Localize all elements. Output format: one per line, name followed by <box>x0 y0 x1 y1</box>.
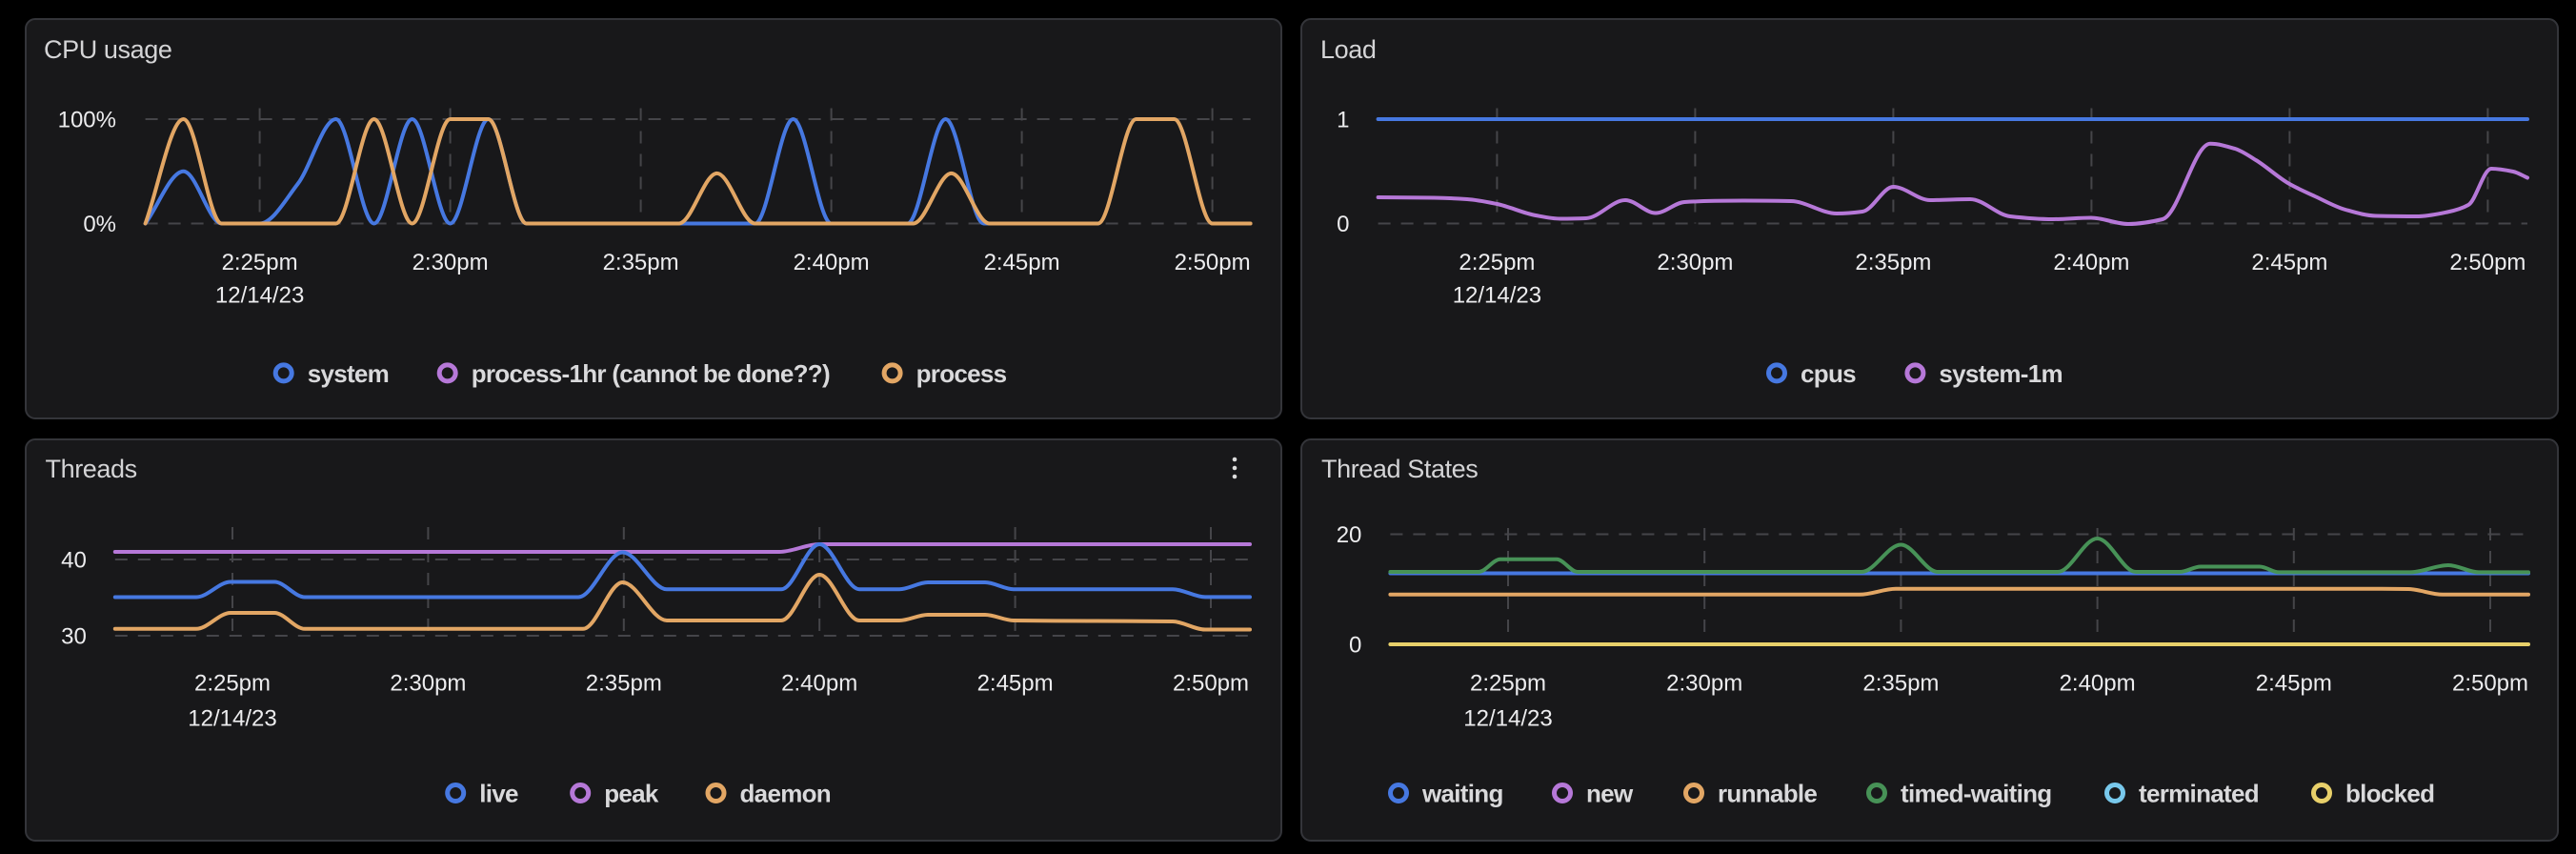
svg-text:100%: 100% <box>58 108 116 133</box>
svg-text:2:45pm: 2:45pm <box>2256 671 2332 697</box>
svg-text:2:25pm: 2:25pm <box>222 250 298 275</box>
svg-text:2:40pm: 2:40pm <box>781 671 857 697</box>
svg-text:process: process <box>916 359 1007 388</box>
svg-text:terminated: terminated <box>2139 780 2259 808</box>
svg-text:2:30pm: 2:30pm <box>1657 250 1733 275</box>
svg-text:2:40pm: 2:40pm <box>2053 250 2129 275</box>
svg-text:Load: Load <box>1320 35 1376 64</box>
svg-text:2:45pm: 2:45pm <box>2251 250 2327 275</box>
svg-text:live: live <box>479 780 518 808</box>
svg-text:blocked: blocked <box>2345 780 2434 808</box>
svg-text:2:45pm: 2:45pm <box>984 250 1060 275</box>
svg-text:new: new <box>1586 780 1634 808</box>
svg-text:2:25pm: 2:25pm <box>1459 250 1535 275</box>
svg-text:timed-waiting: timed-waiting <box>1901 780 2051 808</box>
svg-text:2:25pm: 2:25pm <box>194 671 271 697</box>
svg-text:Thread States: Thread States <box>1321 455 1478 483</box>
svg-text:20: 20 <box>1337 522 1362 548</box>
svg-text:2:40pm: 2:40pm <box>2060 671 2136 697</box>
svg-text:12/14/23: 12/14/23 <box>188 706 276 732</box>
svg-text:2:50pm: 2:50pm <box>1173 671 1249 697</box>
svg-text:0%: 0% <box>83 212 116 237</box>
svg-text:waiting: waiting <box>1421 780 1503 808</box>
svg-text:2:35pm: 2:35pm <box>603 250 679 275</box>
svg-text:12/14/23: 12/14/23 <box>215 283 304 309</box>
svg-text:2:30pm: 2:30pm <box>1666 671 1742 697</box>
svg-text:2:50pm: 2:50pm <box>1175 250 1251 275</box>
svg-text:cpus: cpus <box>1801 359 1856 388</box>
svg-text:40: 40 <box>61 548 87 574</box>
svg-text:2:35pm: 2:35pm <box>1855 250 1931 275</box>
svg-text:12/14/23: 12/14/23 <box>1463 706 1552 732</box>
svg-text:daemon: daemon <box>740 780 831 808</box>
svg-text:runnable: runnable <box>1718 780 1817 808</box>
svg-text:2:30pm: 2:30pm <box>390 671 466 697</box>
svg-text:CPU usage: CPU usage <box>44 35 171 64</box>
svg-text:2:50pm: 2:50pm <box>2449 250 2526 275</box>
svg-text:2:35pm: 2:35pm <box>1862 671 1939 697</box>
svg-text:0: 0 <box>1337 212 1349 237</box>
svg-text:2:25pm: 2:25pm <box>1470 671 1546 697</box>
svg-text:12/14/23: 12/14/23 <box>1453 283 1541 309</box>
svg-text:peak: peak <box>604 780 659 808</box>
svg-text:0: 0 <box>1349 633 1361 659</box>
svg-text:2:40pm: 2:40pm <box>794 250 870 275</box>
svg-text:1: 1 <box>1337 108 1349 133</box>
svg-text:2:35pm: 2:35pm <box>586 671 662 697</box>
svg-text:system-1m: system-1m <box>1939 359 2063 388</box>
svg-text:Threads: Threads <box>46 455 137 483</box>
svg-text:2:50pm: 2:50pm <box>2452 671 2528 697</box>
svg-text:2:45pm: 2:45pm <box>977 671 1054 697</box>
svg-text:process-1hr (cannot be done??): process-1hr (cannot be done??) <box>472 359 830 388</box>
svg-text:system: system <box>308 359 389 388</box>
svg-text:2:30pm: 2:30pm <box>413 250 489 275</box>
svg-text:30: 30 <box>61 624 87 650</box>
